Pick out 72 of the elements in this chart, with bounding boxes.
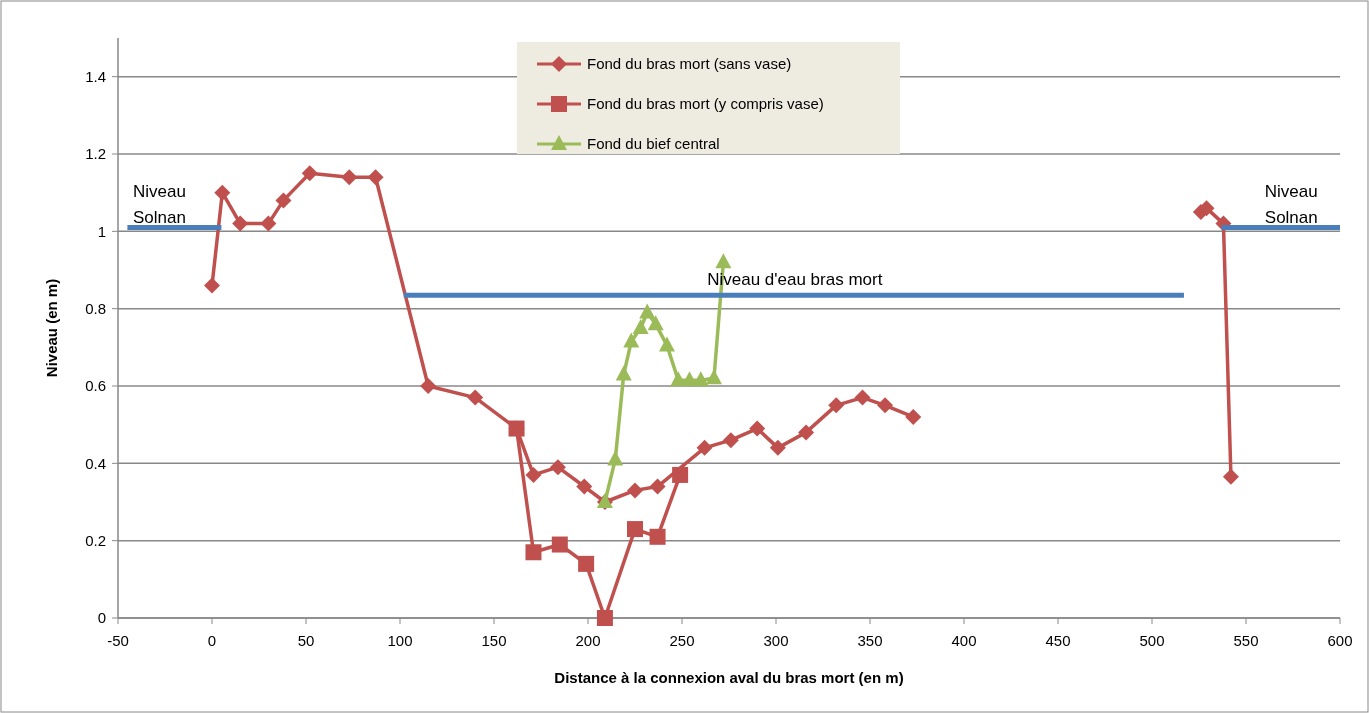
point [769, 439, 786, 456]
y-tick-label: 0.4 [85, 454, 106, 472]
point [649, 528, 666, 545]
y-axis-title: Niveau (en m) [43, 278, 60, 378]
point [607, 450, 624, 466]
x-tick-label: 50 [297, 632, 315, 649]
point [525, 466, 542, 483]
x-tick-label: 0 [207, 632, 217, 649]
legend-label: Fond du bras mort (sans vase) [587, 55, 792, 73]
y-tick-label: 1 [97, 222, 106, 240]
x-tick-label: 600 [1327, 632, 1353, 649]
x-tick-label: 500 [1139, 632, 1165, 649]
y-tick-label: 0.6 [85, 377, 106, 395]
x-tick-label: 300 [763, 632, 789, 649]
point [204, 277, 220, 294]
point [623, 332, 640, 348]
point [301, 165, 318, 182]
point [672, 466, 689, 483]
point [420, 378, 437, 394]
annotation: Niveau Solnan [1264, 182, 1318, 228]
y-tick-label: 1.2 [85, 145, 106, 163]
x-axis-title: Distance à la connexion aval du bras mort (en m) [554, 669, 904, 686]
point [649, 478, 666, 495]
point [525, 544, 542, 561]
y-tick-label: 0.8 [85, 299, 106, 317]
point [696, 439, 713, 456]
x-tick-label: 100 [387, 632, 413, 649]
y-tick-label: 0.2 [85, 531, 106, 549]
point [647, 315, 664, 331]
point [467, 389, 484, 406]
point [854, 389, 871, 406]
x-tick-label: 250 [669, 632, 695, 649]
y-tick-label: 0 [97, 609, 106, 627]
point [632, 319, 649, 334]
point [627, 482, 643, 499]
point [798, 424, 815, 441]
point [214, 184, 231, 201]
x-tick-label: 200 [575, 632, 601, 649]
point [341, 169, 358, 186]
point [260, 215, 277, 232]
point [715, 253, 732, 269]
legend-label: Fond du bras mort (y compris vase) [587, 95, 824, 113]
point [692, 371, 709, 387]
x-tick-label: 400 [951, 632, 977, 649]
point [1222, 468, 1239, 485]
point [596, 610, 613, 626]
y-tick-label: 1.4 [85, 67, 106, 85]
point [578, 555, 595, 572]
point [658, 336, 675, 352]
point [576, 478, 593, 495]
point [549, 459, 566, 476]
x-tick-label: 350 [857, 632, 883, 649]
legend-label: Fond du bief central [587, 135, 720, 153]
point [639, 303, 656, 319]
point [722, 432, 739, 449]
point [551, 536, 568, 553]
point [705, 369, 722, 385]
point [749, 420, 766, 437]
x-tick-label: 550 [1233, 632, 1259, 649]
point [877, 397, 894, 414]
point [275, 192, 292, 209]
annotation: Niveau Solnan [133, 182, 186, 228]
point [367, 169, 384, 186]
point [232, 215, 249, 232]
x-tick-label: -50 [107, 632, 129, 649]
point [508, 420, 525, 437]
point [627, 521, 643, 538]
x-tick-label: 450 [1045, 632, 1071, 649]
point [828, 397, 845, 414]
x-tick-label: 150 [481, 632, 507, 649]
point [615, 365, 632, 381]
point [905, 408, 922, 425]
